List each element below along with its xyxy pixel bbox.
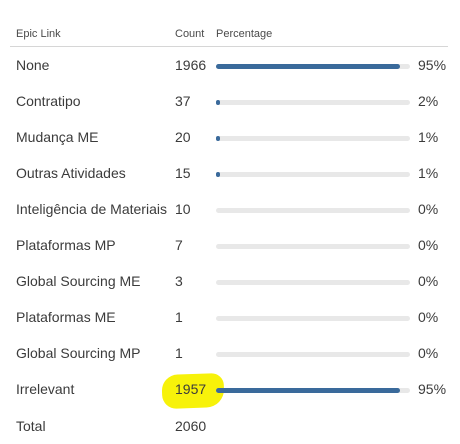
percentage-bar-track [216,280,410,285]
percentage-value: 95% [418,57,447,73]
count-value: 10 [175,201,191,217]
table-row[interactable]: Global Sourcing ME 3 0% [0,264,460,300]
count-value: 7 [175,237,183,253]
epic-link-label[interactable]: None [16,57,50,73]
percentage-bar-fill [216,388,400,393]
percentage-bar-track [216,388,410,393]
percentage-bar-fill [216,64,400,69]
percentage-bar-fill [216,136,220,141]
table-header: Epic Link Count Percentage [10,26,448,47]
percentage-bar-track [216,244,410,249]
count-value: 1966 [175,57,207,73]
percentage-bar-track [216,64,410,69]
percentage-bar-track [216,352,410,357]
table-row[interactable]: Contratipo 37 2% [0,84,460,120]
count-value: 1957 [175,381,207,397]
epic-link-label[interactable]: Irrelevant [16,381,75,397]
epic-link-label[interactable]: Inteligência de Materiais [16,201,167,217]
total-label: Total [16,418,46,434]
table-row[interactable]: Plataformas MP 7 0% [0,228,460,264]
table-row[interactable]: Plataformas ME 1 0% [0,300,460,336]
total-count: 2060 [175,418,207,434]
column-header-percentage[interactable]: Percentage [216,28,273,40]
percentage-bar-track [216,316,410,321]
percentage-value: 95% [418,381,447,397]
column-header-epic-link[interactable]: Epic Link [16,28,61,40]
percentage-bar-track [216,136,410,141]
count-value: 20 [175,129,191,145]
epic-link-label[interactable]: Mudança ME [16,129,99,145]
percentage-value: 0% [418,237,439,253]
percentage-bar-track [216,172,410,177]
table-row[interactable]: None 1966 95% [0,48,460,84]
epic-link-label[interactable]: Global Sourcing ME [16,273,141,289]
count-value: 37 [175,93,191,109]
table-row[interactable]: Irrelevant 1957 95% [0,372,460,408]
table-row[interactable]: Global Sourcing MP 1 0% [0,336,460,372]
epic-link-label[interactable]: Outras Atividades [16,165,126,181]
percentage-value: 0% [418,345,439,361]
epic-link-label[interactable]: Contratipo [16,93,81,109]
percentage-value: 0% [418,273,439,289]
percentage-bar-track [216,100,410,105]
epic-link-label[interactable]: Global Sourcing MP [16,345,141,361]
epic-link-label[interactable]: Plataformas ME [16,309,116,325]
percentage-bar-track [216,208,410,213]
table-row[interactable]: Mudança ME 20 1% [0,120,460,156]
percentage-value: 2% [418,93,439,109]
table-row[interactable]: Inteligência de Materiais 10 0% [0,192,460,228]
percentage-value: 1% [418,165,439,181]
percentage-value: 0% [418,309,439,325]
count-value: 1 [175,309,183,325]
percentage-value: 1% [418,129,439,145]
count-value: 15 [175,165,191,181]
epic-link-label[interactable]: Plataformas MP [16,237,116,253]
column-header-count[interactable]: Count [175,28,205,40]
total-row: Total 2060 [0,408,460,444]
percentage-bar-fill [216,172,220,177]
percentage-bar-fill [216,100,220,105]
count-value: 1 [175,345,183,361]
table-row[interactable]: Outras Atividades 15 1% [0,156,460,192]
percentage-value: 0% [418,201,439,217]
count-value: 3 [175,273,183,289]
